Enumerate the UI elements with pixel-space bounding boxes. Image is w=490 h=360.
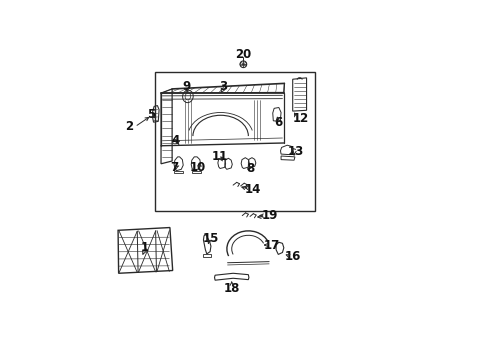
- Text: 19: 19: [262, 208, 278, 221]
- Text: 18: 18: [223, 282, 240, 295]
- Text: 1: 1: [141, 241, 149, 254]
- Text: 20: 20: [235, 48, 251, 61]
- Text: 17: 17: [263, 239, 279, 252]
- Text: 8: 8: [246, 162, 255, 175]
- Text: 11: 11: [212, 149, 228, 162]
- Text: 10: 10: [190, 161, 206, 174]
- Bar: [155, 72, 315, 211]
- Text: 4: 4: [172, 134, 180, 147]
- Text: 15: 15: [203, 232, 219, 245]
- Text: 14: 14: [245, 183, 261, 196]
- Text: 12: 12: [293, 112, 309, 125]
- Text: 13: 13: [287, 145, 304, 158]
- Text: 6: 6: [275, 116, 283, 129]
- Text: 7: 7: [170, 161, 178, 174]
- Text: 16: 16: [285, 250, 301, 263]
- Text: 5: 5: [147, 108, 155, 121]
- Text: 9: 9: [183, 80, 191, 93]
- Text: 2: 2: [125, 120, 133, 134]
- Text: 3: 3: [219, 80, 227, 93]
